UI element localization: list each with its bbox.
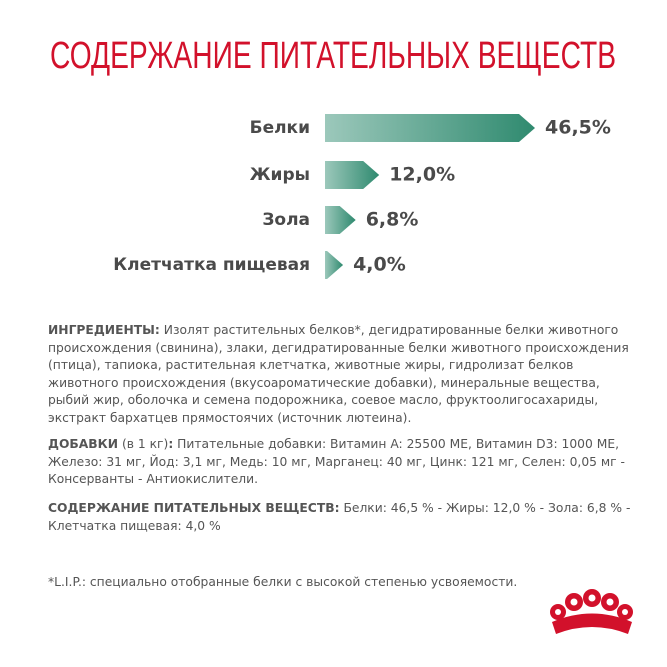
category-label: Жиры [250, 165, 310, 185]
value-label: 4,0% [353, 254, 406, 276]
value-label: 12,0% [389, 164, 455, 186]
text: Изолят растительных белков*, дегидратиро… [48, 323, 629, 425]
nutrients: СОДЕРЖАНИЕ ПИТАТЕЛЬНЫХ ВЕЩЕСТВ: Белки: 4… [48, 500, 633, 535]
label: ДОБАВКИ [48, 437, 119, 451]
value-label: 6,8% [366, 209, 419, 231]
value-label: 46,5% [545, 117, 611, 139]
category-label: Клетчатка пищевая [113, 255, 310, 275]
text: Питательные добавки: Витамин A: 25500 МЕ… [48, 437, 625, 487]
unit: (в 1 кг) [121, 437, 169, 451]
footnote: *L.I.P.: специально отобранные белки с в… [48, 575, 518, 589]
additives: ДОБАВКИ (в 1 кг): Питательные добавки: В… [48, 436, 633, 489]
bar [325, 114, 535, 142]
bar [325, 206, 356, 234]
category-label: Белки [250, 118, 310, 138]
chart-title: СОДЕРЖАНИЕ ПИТАТЕЛЬНЫХ ВЕЩЕСТВ [50, 35, 616, 77]
category-label: Зола [262, 210, 310, 230]
colon: : [168, 437, 174, 451]
label: СОДЕРЖАНИЕ ПИТАТЕЛЬНЫХ ВЕЩЕСТВ: [48, 501, 340, 515]
logo [550, 589, 633, 634]
text: Белки: 46,5 % - Жиры: 12,0 % - Зола: 6,8… [48, 501, 631, 533]
label: ИНГРЕДИЕНТЫ: [48, 323, 160, 337]
bar [325, 161, 380, 189]
bar [325, 251, 344, 279]
ingredients: ИНГРЕДИЕНТЫ: Изолят растительных белков*… [48, 322, 633, 428]
